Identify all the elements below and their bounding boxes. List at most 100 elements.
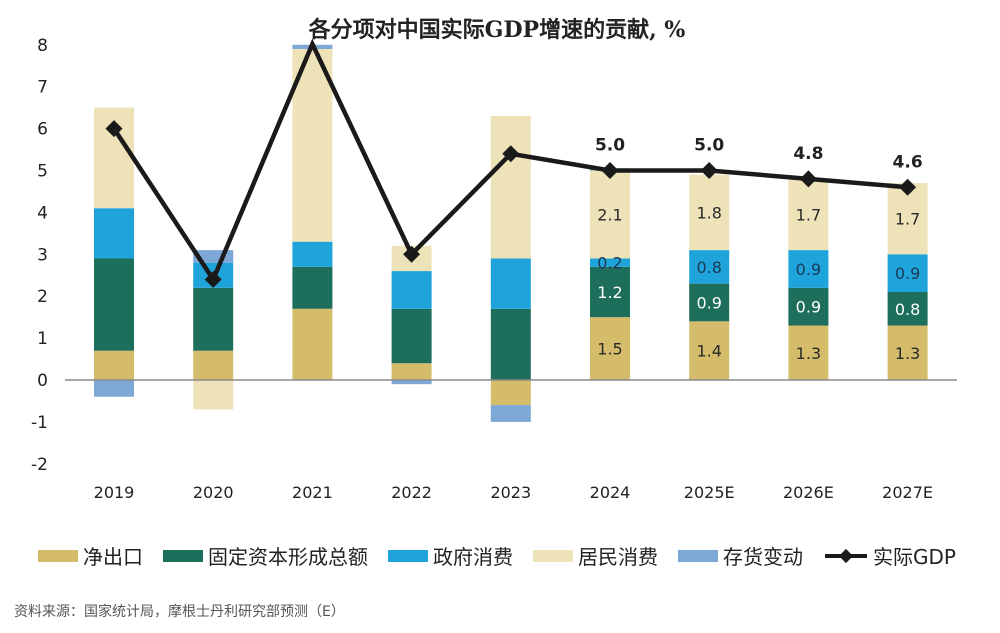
gdp-marker [105,120,123,138]
gdp-data-label: 4.6 [893,152,923,172]
y-axis: -2 -1 0 1 2 3 4 5 6 7 8 [31,36,48,475]
data-label: 1.3 [895,344,920,363]
data-label: 1.5 [597,340,622,359]
x-tick-label: 2026E [783,483,834,502]
bar-segment [391,363,432,380]
gdp-data-label: 5.0 [694,136,724,156]
legend-label: 居民消费 [578,545,658,569]
y-tick-label: 3 [37,245,48,265]
bar-segment [689,174,730,251]
bar-segment [193,380,234,410]
y-tick-label: 4 [37,203,48,223]
x-tick-label: 2027E [882,483,933,502]
gdp-marker [403,245,421,263]
legend-label: 政府消费 [433,545,513,569]
data-label: 1.2 [597,283,622,302]
bar-segment [689,283,730,322]
bar-segment [391,380,432,385]
legend-label: 净出口 [83,545,143,569]
y-tick-label: -2 [31,455,48,475]
bar-segment [689,321,730,380]
legend-item-inventory-change: 存货变动 [678,541,803,570]
bar-segment [689,250,730,284]
bar-segment [292,266,333,309]
y-tick-label: -1 [31,413,48,433]
bar-segment [887,254,928,293]
data-labels: 1.5 1.2 0.2 2.1 1.4 0.9 0.8 1.8 1.3 0.9 0.9 1.7 1.3 0… [597,203,920,362]
legend-item-household-consumption: 居民消费 [533,541,658,570]
gdp-data-label: 4.8 [793,144,823,164]
bar-segment [788,250,829,288]
legend-swatch [388,549,428,562]
y-tick-label: 1 [37,329,48,349]
data-label: 0.9 [796,260,821,279]
data-label: 0.9 [696,293,721,312]
legend-item-net-exports: 净出口 [38,541,143,570]
bar-segment [490,116,531,259]
data-label: 0.8 [696,258,721,277]
bar-segment [94,208,134,259]
x-tick-label: 2020 [193,483,234,502]
chart: 各分项对中国实际GDP增速的贡献, % -2 -1 0 1 2 3 4 5 6 7 8 1.5 1.2… [31,17,957,502]
legend: 净出口 固定资本形成总额 政府消费 居民消费 存货变动 实际GDP [38,541,976,570]
bar-segment [94,350,134,380]
bar-segment [391,308,432,364]
gdp-marker [700,162,718,179]
bar-segment [590,258,630,267]
bar-segment [590,170,630,259]
x-tick-label: 2021 [292,483,333,502]
gdp-marker [204,270,222,288]
gdp-marker [799,170,817,188]
x-tick-label: 2022 [391,483,432,502]
data-label: 1.4 [696,342,721,361]
bar-segment [590,266,630,318]
legend-swatch [533,549,573,562]
gdp-line: 5.0 5.0 4.8 4.6 [105,38,923,288]
gdp-marker [502,145,520,163]
chart-title: 各分项对中国实际GDP增速的贡献, % [308,17,686,43]
legend-label: 固定资本形成总额 [208,545,368,569]
y-tick-label: 2 [37,287,48,307]
bar-segment [788,287,829,326]
data-label: 1.7 [895,210,920,229]
y-tick-label: 7 [37,78,48,98]
gdp-marker [899,178,917,196]
data-label: 1.8 [696,203,721,222]
data-label: 0.8 [895,300,920,319]
x-tick-label: 2019 [94,483,135,502]
bar-segment [490,380,531,406]
bar-segment [490,308,531,380]
data-label: 2.1 [597,205,622,224]
bar-segment [292,308,333,380]
bar-segment [490,405,531,422]
bar-segment [94,380,134,397]
legend-item-gross-capital-formation: 固定资本形成总额 [163,541,368,570]
legend-label: 存货变动 [723,545,803,569]
y-tick-label: 5 [37,162,48,182]
gdp-marker [601,162,619,179]
y-tick-label: 0 [37,371,48,391]
bar-segment [490,258,531,309]
data-label: 0.9 [895,264,920,283]
bar-segment [391,271,432,309]
legend-item-government-consumption: 政府消费 [388,541,513,570]
x-tick-label: 2024 [590,483,631,502]
bar-segment [887,292,928,326]
bars [94,44,928,422]
y-tick-label: 6 [37,120,48,140]
data-label: 0.2 [597,254,622,273]
bar-segment [590,317,630,380]
bar-segment [788,178,829,251]
legend-swatch [38,549,78,562]
legend-label: 实际GDP [873,545,956,569]
bar-segment [193,287,234,351]
gdp-data-label: 5.0 [595,136,625,156]
legend-item-real-gdp: 实际GDP [823,541,956,570]
legend-line-marker-icon [823,548,869,563]
bar-segment [94,258,134,351]
bar-segment [788,325,829,380]
x-axis: 2019 2020 2021 2022 2023 2024 2025E 2026E 2027E [94,483,933,502]
x-tick-label: 2023 [490,483,531,502]
source-note: 资料来源：国家统计局，摩根士丹利研究部预测（E） [14,604,345,620]
bar-segment [292,241,333,267]
